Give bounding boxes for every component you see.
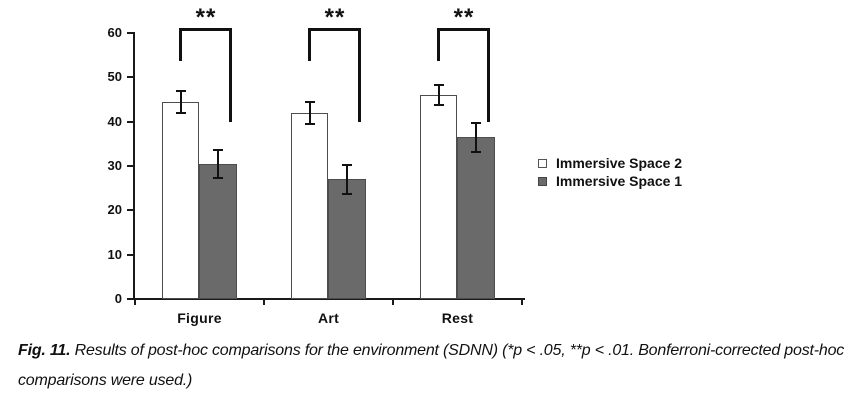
y-tick-40 bbox=[127, 121, 133, 123]
error-bar-immersive-space-2-art-cap-bottom bbox=[305, 123, 315, 125]
x-axis bbox=[128, 298, 525, 300]
error-bar-immersive-space-1-figure-cap-bottom bbox=[213, 177, 223, 179]
y-tick-label-30: 30 bbox=[107, 158, 122, 173]
bar-immersive-space-1-art bbox=[328, 179, 366, 299]
sig-bracket-art-right-arm bbox=[358, 28, 361, 122]
figure-caption-text: Results of post-hoc comparisons for the … bbox=[18, 342, 845, 389]
error-bar-immersive-space-2-art-cap-top bbox=[305, 101, 315, 103]
error-bar-immersive-space-2-art bbox=[309, 102, 311, 124]
x-tick-3 bbox=[521, 300, 523, 305]
y-tick-label-40: 40 bbox=[107, 114, 122, 129]
error-bar-immersive-space-1-art-cap-bottom bbox=[342, 193, 352, 195]
error-bar-immersive-space-2-figure bbox=[180, 91, 182, 113]
x-label-figure: Figure bbox=[177, 310, 222, 326]
legend-item-immersive-space-2: Immersive Space 2 bbox=[538, 154, 682, 172]
y-tick-label-60: 60 bbox=[107, 25, 122, 40]
legend-label: Immersive Space 1 bbox=[556, 173, 683, 189]
x-tick-0 bbox=[134, 300, 136, 305]
error-bar-immersive-space-1-art-cap-top bbox=[342, 164, 352, 166]
error-bar-immersive-space-1-rest-cap-bottom bbox=[471, 151, 481, 153]
error-bar-immersive-space-2-rest bbox=[438, 85, 440, 105]
y-tick-0 bbox=[127, 298, 133, 300]
y-tick-label-50: 50 bbox=[107, 69, 122, 84]
figure-caption: Fig. 11. Results of post-hoc comparisons… bbox=[18, 336, 850, 396]
sig-bracket-art-left-arm bbox=[308, 28, 311, 61]
x-label-art: Art bbox=[317, 310, 340, 326]
figure-caption-label: Fig. 11. bbox=[18, 342, 71, 359]
bar-immersive-space-2-figure bbox=[162, 102, 199, 299]
bar-immersive-space-2-art bbox=[291, 113, 328, 299]
y-tick-label-20: 20 bbox=[107, 202, 122, 217]
error-bar-immersive-space-1-rest bbox=[475, 123, 477, 152]
legend-swatch-gray-square-icon bbox=[538, 176, 547, 186]
legend-label: Immersive Space 2 bbox=[556, 155, 683, 171]
error-bar-immersive-space-2-rest-cap-top bbox=[434, 84, 444, 86]
sig-stars-figure: ** bbox=[195, 4, 217, 31]
bar-immersive-space-1-rest bbox=[457, 137, 495, 299]
sig-bracket-figure-left-arm bbox=[179, 28, 182, 61]
x-tick-1 bbox=[263, 300, 265, 305]
bar-immersive-space-1-figure bbox=[199, 164, 237, 299]
sig-bracket-figure-right-arm bbox=[229, 28, 232, 122]
chart-legend: Immersive Space 2 Immersive Space 1 bbox=[538, 154, 682, 190]
sig-bracket-art-top bbox=[308, 28, 361, 31]
error-bar-immersive-space-2-figure-cap-bottom bbox=[176, 112, 186, 114]
x-label-rest: Rest bbox=[441, 310, 474, 326]
sig-bracket-rest-right-arm bbox=[487, 28, 490, 122]
y-tick-label-10: 10 bbox=[107, 247, 122, 262]
sig-bracket-figure-top bbox=[179, 28, 232, 31]
y-tick-60 bbox=[127, 32, 133, 34]
sig-bracket-rest-left-arm bbox=[437, 28, 440, 61]
y-tick-20 bbox=[127, 209, 133, 211]
y-tick-label-0: 0 bbox=[114, 291, 122, 306]
legend-swatch-white-square-icon bbox=[538, 158, 547, 168]
y-axis bbox=[133, 32, 135, 300]
error-bar-immersive-space-1-rest-cap-top bbox=[471, 122, 481, 124]
bar-chart: 0 10 20 30 40 50 60 Figure Art Rest ** ** ** bbox=[107, 4, 525, 326]
sig-stars-rest: ** bbox=[453, 4, 475, 31]
legend-item-immersive-space-1: Immersive Space 1 bbox=[538, 172, 682, 190]
y-tick-30 bbox=[127, 165, 133, 167]
y-tick-10 bbox=[127, 254, 133, 256]
error-bar-immersive-space-2-rest-cap-bottom bbox=[434, 104, 444, 106]
y-tick-50 bbox=[127, 76, 133, 78]
sig-stars-art: ** bbox=[324, 4, 346, 31]
x-tick-2 bbox=[392, 300, 394, 305]
error-bar-immersive-space-2-figure-cap-top bbox=[176, 90, 186, 92]
bar-immersive-space-2-rest bbox=[420, 95, 457, 299]
error-bar-immersive-space-1-art bbox=[346, 165, 348, 194]
sig-bracket-rest-top bbox=[437, 28, 490, 31]
error-bar-immersive-space-1-figure-cap-top bbox=[213, 149, 223, 151]
error-bar-immersive-space-1-figure bbox=[217, 150, 219, 178]
